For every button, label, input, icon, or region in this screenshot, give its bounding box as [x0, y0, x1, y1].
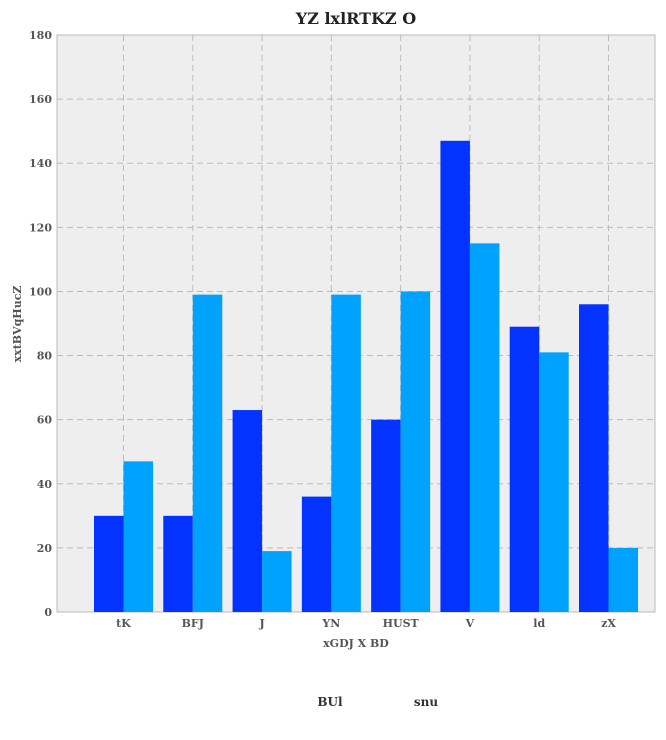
y-tick-label: 60: [37, 414, 53, 427]
bar-BUl-BFJ: [163, 515, 193, 612]
x-tick-label: ld: [533, 617, 545, 630]
x-tick-label: YN: [321, 617, 340, 630]
y-axis-label: xxtBVqHucZ: [11, 286, 24, 363]
y-tick-label: 160: [29, 93, 52, 106]
legend: BUl snu: [317, 695, 438, 709]
y-tick-label: 20: [37, 542, 53, 555]
bar-BUl-tK: [94, 515, 124, 612]
bar-BUl-J: [232, 410, 263, 612]
y-tick-label: 140: [29, 157, 52, 170]
legend-entry-snu: snu: [414, 695, 438, 709]
bars: [94, 140, 638, 613]
y-tick-label: 0: [44, 606, 52, 619]
bar-BUl-zX: [579, 304, 609, 612]
x-tick-label: BFJ: [182, 617, 204, 630]
y-tick-label: 80: [37, 350, 53, 363]
bar-snu-ld: [539, 352, 569, 612]
bar-snu-zX: [608, 547, 638, 612]
x-tick-label: zX: [601, 617, 616, 630]
y-axis-ticks: 0 20 40 60 80 100 120 140 160 180: [29, 29, 52, 619]
bar-snu-tK: [123, 461, 153, 612]
x-axis-label: xGDJ X BD: [323, 637, 389, 650]
bar-snu-YN: [331, 294, 361, 612]
y-tick-label: 40: [37, 478, 53, 491]
bar-BUl-V: [440, 140, 470, 613]
bar-snu-J: [262, 551, 292, 612]
bar-snu-V: [469, 243, 500, 612]
bar-BUl-ld: [509, 326, 540, 612]
bar-BUl-YN: [301, 496, 332, 612]
bar-snu-BFJ: [192, 294, 223, 612]
x-tick-label: V: [465, 617, 475, 630]
legend-entry-BUl: BUl: [317, 695, 343, 709]
bar-snu-HUST: [400, 291, 431, 612]
y-tick-label: 100: [29, 285, 52, 298]
y-tick-label: 120: [29, 221, 52, 234]
x-tick-label: tK: [116, 617, 131, 630]
y-tick-label: 180: [29, 29, 52, 42]
chart-title: YZ lxlRTKZ O: [295, 9, 416, 28]
x-tick-label: HUST: [383, 617, 420, 630]
x-tick-label: J: [258, 617, 264, 630]
bar-BUl-HUST: [371, 419, 401, 612]
